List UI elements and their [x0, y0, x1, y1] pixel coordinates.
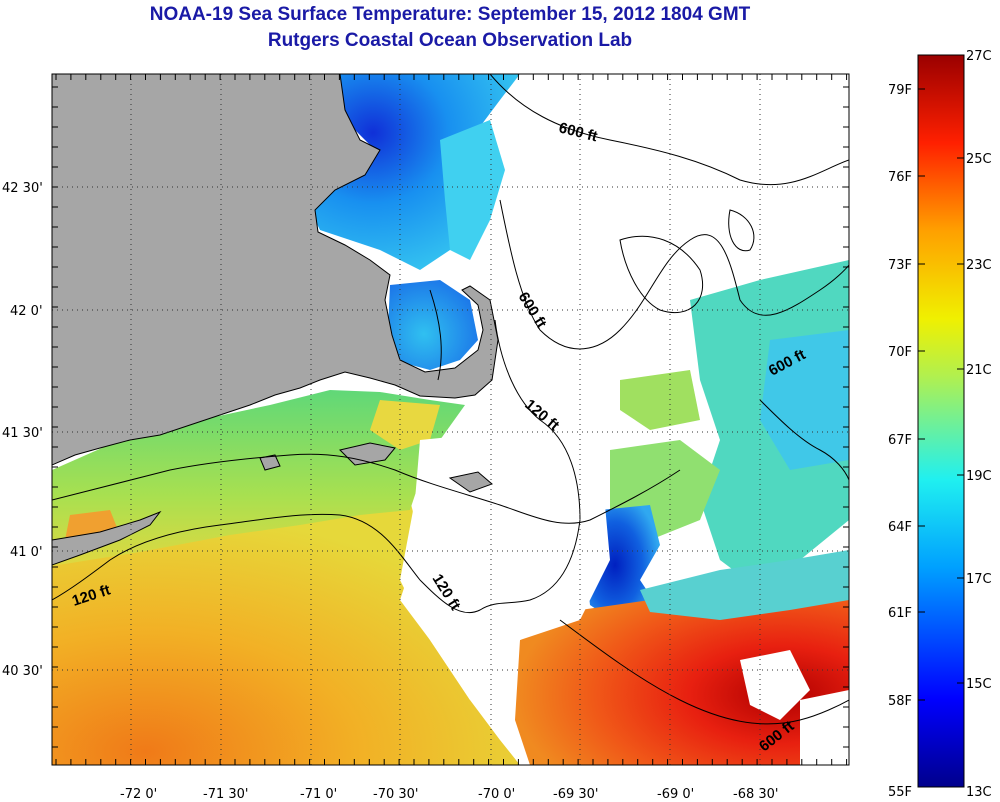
- y-tick-label: 42 30': [2, 181, 43, 196]
- cb-label-c: 27C: [966, 49, 992, 64]
- colorbar: [917, 54, 965, 788]
- cb-label-c: 23C: [966, 258, 992, 273]
- colorbar-ticks: [918, 88, 964, 701]
- x-tick-label: -71 0': [300, 787, 337, 802]
- y-tick-label: 42 0': [10, 304, 43, 319]
- land-nantucket: [448, 471, 493, 493]
- sst-green-patch-mid: [620, 370, 700, 430]
- map-subtitle: Rutgers Coastal Ocean Observation Lab: [267, 30, 633, 51]
- cb-label-f: 73F: [888, 258, 912, 273]
- cb-label-c: 21C: [966, 363, 992, 378]
- cb-label-f: 64F: [888, 520, 912, 535]
- plot-frame: [51, 73, 850, 766]
- colorbar-fahrenheit-labels: 79F 76F 73F 70F 67F 64F 61F 58F 55F: [888, 83, 912, 800]
- cb-label-f: 70F: [888, 345, 912, 360]
- land-new-england: [52, 74, 499, 466]
- colorbar-celsius-labels: 27C 25C 23C 21C 19C 17C 15C 13C: [966, 49, 992, 800]
- cloud-mask-center: [400, 430, 610, 700]
- y-tick-label: 40 30': [2, 664, 43, 679]
- x-tick-label: -70 0': [478, 787, 515, 802]
- land-long-island: [52, 510, 162, 566]
- sst-southeast-hot: [515, 590, 849, 765]
- cb-label-c: 19C: [966, 469, 992, 484]
- graticule: [52, 74, 849, 765]
- x-tick-label: -70 30': [373, 787, 418, 802]
- x-tick-label: -71 30': [203, 787, 248, 802]
- land-block-island: [259, 454, 281, 471]
- land-marthas-vineyard: [339, 442, 396, 466]
- cb-label-f: 67F: [888, 433, 912, 448]
- cb-label-c: 25C: [966, 152, 992, 167]
- x-tick-label: -72 0': [120, 787, 157, 802]
- cb-label-c: 15C: [966, 677, 992, 692]
- cb-label-f: 76F: [888, 170, 912, 185]
- x-tick-label: -68 30': [733, 787, 778, 802]
- cloud-mask-se-2: [800, 690, 849, 765]
- y-tick-label: 41 0': [10, 545, 43, 560]
- cb-label-f: 55F: [888, 785, 912, 800]
- axis-minor-ticks: [52, 74, 849, 765]
- sst-cyan-patch: [440, 120, 505, 260]
- land-islet-nw: [60, 185, 78, 232]
- y-tick-label: 41 30': [2, 426, 43, 441]
- cloud-mask-se-1: [740, 650, 810, 720]
- cb-label-f: 79F: [888, 83, 912, 98]
- sst-cyan-band-south: [640, 550, 849, 620]
- cb-label-c: 13C: [966, 785, 992, 800]
- depth-contours: [52, 74, 849, 725]
- x-tick-label: -69 0': [657, 787, 694, 802]
- cb-label-f: 58F: [888, 694, 912, 709]
- y-axis: 42 30' 42 0' 41 30' 41 0' 40 30': [2, 181, 43, 679]
- x-tick-label: -69 30': [553, 787, 598, 802]
- sst-cyan-patch-ne: [760, 330, 849, 470]
- cb-label-c: 17C: [966, 572, 992, 587]
- cb-label-f: 61F: [888, 606, 912, 621]
- sst-yellow-pocket: [370, 400, 440, 450]
- sst-cape-cod-bay: [388, 280, 478, 370]
- map-title: NOAA-19 Sea Surface Temperature: Septemb…: [149, 4, 751, 25]
- x-axis: -72 0' -71 30' -71 0' -70 30' -70 0' -69…: [120, 787, 778, 802]
